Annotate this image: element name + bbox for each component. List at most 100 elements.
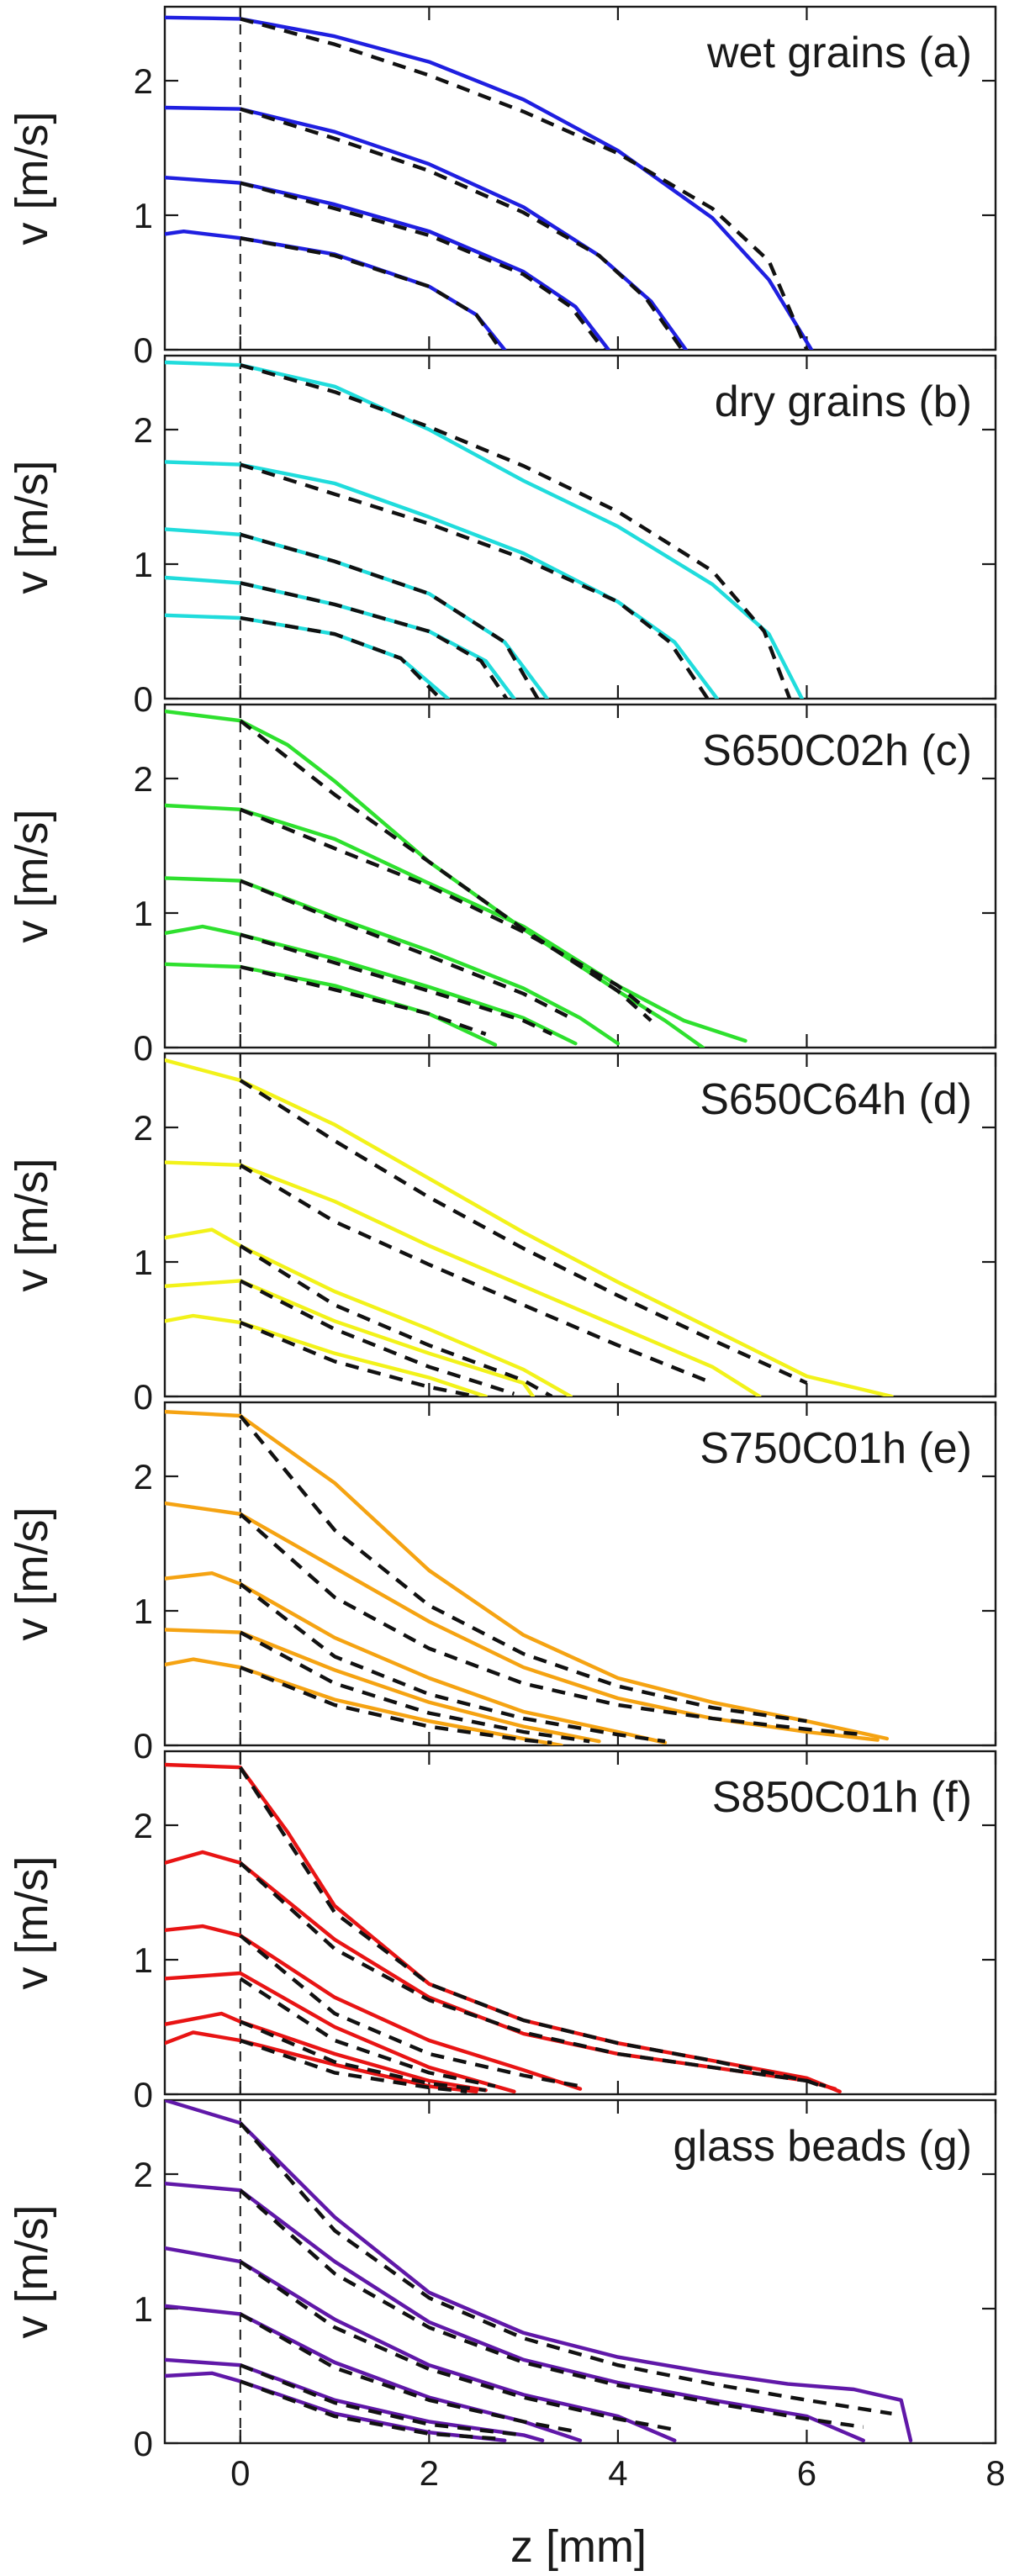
panel-d-fit-4 — [239, 1279, 515, 1396]
panel-f-fit-6 — [240, 2038, 468, 2093]
panel-f-series-5 — [165, 2011, 488, 2093]
panel-c-fit-3 — [239, 879, 572, 1020]
panel-f-series-4 — [165, 1971, 516, 2094]
panel-d-lines — [165, 1058, 894, 1396]
panel-d-series-1 — [165, 1058, 894, 1396]
panel-d-series-5 — [165, 1313, 488, 1396]
panel-a-fit-2 — [240, 107, 684, 350]
panel-d-frame — [163, 1052, 997, 1398]
panel-c-series-5 — [165, 962, 498, 1048]
panel-a-series-1 — [165, 15, 814, 350]
panel-g-fit-2 — [239, 2188, 864, 2429]
panel-g: 0 1 2 0 2 4 6 8 glass beads (g) v [m/s] — [7, 2098, 1006, 2493]
panel-f-frame — [163, 1750, 997, 2096]
panel-e-series-3 — [165, 1570, 668, 1745]
panel-c-series-1 — [165, 709, 705, 1048]
panel-g-xtick-label-1: 2 — [420, 2453, 439, 2493]
panel-a-ytick-label-1: 1 — [134, 196, 153, 235]
panel-g-xtick-label-3: 6 — [797, 2453, 816, 2493]
panel-b-series-1 — [165, 360, 804, 699]
panel-b-frame — [163, 354, 997, 700]
panel-b-fit-1 — [240, 363, 792, 699]
panel-c-lines — [165, 709, 748, 1048]
panel-d-fit-5 — [239, 1320, 477, 1396]
panel-b-ytick-label-0: 0 — [134, 679, 153, 719]
panel-d-ytick-label-1: 1 — [134, 1243, 153, 1282]
panel-a-fit-4 — [240, 236, 503, 350]
panel-g-xtick-label-0: 0 — [230, 2453, 250, 2493]
panel-f-fit-2 — [239, 1861, 827, 2088]
panel-f-ytick-label-1: 1 — [134, 1940, 153, 1980]
panel-f-series-6 — [165, 2030, 478, 2094]
panel-a-series-3 — [165, 175, 610, 350]
panel-b-series-4 — [165, 575, 516, 699]
panel-c-ytick-label-2: 2 — [134, 759, 153, 799]
x-axis-label: z [mm] — [510, 2521, 647, 2572]
panel-a-lines — [165, 15, 814, 350]
panel-a-series-2 — [165, 105, 688, 350]
panel-c-ytick-label-1: 1 — [134, 894, 153, 933]
panel-d-fit-2 — [239, 1163, 714, 1386]
panel-a-ylabel: v [m/s] — [7, 112, 57, 245]
panel-g-frame — [163, 2098, 997, 2445]
panel-f-lines — [165, 1762, 842, 2094]
panel-e-title: S750C01h (e) — [700, 1424, 972, 1473]
panel-g-fit-1 — [239, 2121, 892, 2415]
panel-g-xtick-label-4: 8 — [985, 2453, 1005, 2493]
panel-c-fit-1 — [239, 719, 652, 1022]
panel-e: 0 1 2 S750C01h (e) v [m/s] — [7, 1401, 997, 1766]
panel-f-title: S850C01h (f) — [712, 1773, 972, 1822]
panel-g-lines — [165, 2100, 913, 2443]
panel-a-ytick-label-2: 2 — [134, 61, 153, 101]
panel-b-fit-3 — [240, 532, 540, 699]
panel-g-title: glass beads (g) — [673, 2122, 972, 2171]
panel-e-frame — [163, 1401, 997, 1747]
panel-e-lines — [165, 1409, 890, 1745]
panel-a-ytick-label-0: 0 — [134, 330, 153, 370]
panel-c-series-4 — [165, 924, 578, 1046]
panel-c-fit-2 — [239, 807, 652, 1015]
panel-b-series-5 — [165, 613, 450, 699]
panel-g-ytick-label-1: 1 — [134, 2289, 153, 2329]
panel-d-series-4 — [165, 1279, 536, 1396]
panel-e-ytick-label-2: 2 — [134, 1457, 153, 1497]
panel-f-ytick-label-2: 2 — [134, 1806, 153, 1845]
panel-g-series-4 — [165, 2304, 583, 2443]
panel-b-series-2 — [165, 460, 719, 699]
panel-e-series-4 — [165, 1628, 601, 1744]
panel-f-series-3 — [165, 1924, 583, 2091]
panel-f-ytick-label-0: 0 — [134, 2075, 153, 2114]
panel-g-fit-3 — [239, 2260, 675, 2432]
panel-d-ytick-label-0: 0 — [134, 1377, 153, 1417]
panel-d-fit-3 — [239, 1243, 553, 1396]
panel-g-fit-6 — [240, 2379, 505, 2441]
panel-f-fit-1 — [238, 1766, 827, 2090]
panel-g-ylabel: v [m/s] — [7, 2205, 57, 2339]
panel-c-frame — [163, 703, 997, 1049]
panel-g-series-3 — [165, 2246, 677, 2443]
panel-e-fit-1 — [239, 1414, 807, 1723]
panel-b-fit-5 — [240, 615, 442, 699]
panel-e-ylabel: v [m/s] — [7, 1507, 57, 1641]
panel-f-fit-4 — [239, 1977, 496, 2088]
panel-d-title: S650C64h (d) — [700, 1075, 972, 1124]
panel-b-series-3 — [165, 527, 549, 699]
panel-c-ylabel: v [m/s] — [7, 810, 57, 943]
panel-d-series-3 — [165, 1227, 573, 1396]
panel-e-fit-5 — [239, 1665, 552, 1745]
panel-c-series-3 — [165, 876, 621, 1046]
panel-e-fit-3 — [239, 1582, 666, 1744]
panel-d-ytick-label-2: 2 — [134, 1108, 153, 1148]
panel-f: 0 1 2 S850C01h (f) v [m/s] — [7, 1750, 997, 2114]
panel-g-series-1 — [165, 2100, 913, 2443]
panel-c-series-2 — [165, 803, 748, 1043]
panel-e-fit-2 — [239, 1512, 864, 1737]
panel-e-fit-4 — [239, 1630, 590, 1744]
panel-e-ytick-label-0: 0 — [134, 1726, 153, 1766]
panel-b: 0 1 2 dry grains (b) v [m/s] — [7, 354, 997, 719]
panel-c-fit-5 — [240, 964, 487, 1037]
panel-b-title: dry grains (b) — [715, 377, 972, 426]
panel-e-series-5 — [165, 1657, 563, 1745]
panel-b-fit-2 — [240, 462, 710, 699]
